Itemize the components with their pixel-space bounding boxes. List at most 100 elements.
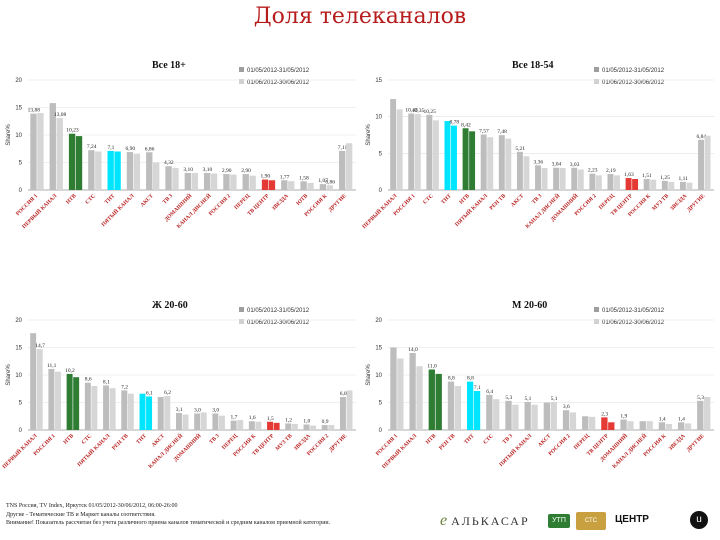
bar: [473, 390, 481, 430]
bar: [95, 151, 102, 190]
bar: [36, 349, 43, 430]
x-tick-label: ТВ 3: [531, 193, 544, 206]
y-tick-label: 0: [379, 428, 383, 434]
bar: [550, 401, 557, 430]
bar: [643, 178, 650, 190]
data-label: 7,1: [474, 385, 481, 391]
bar: [75, 136, 83, 190]
x-tick-label: АКСТ: [510, 193, 525, 208]
data-label: 0,9: [322, 419, 329, 425]
data-label: 3,03: [570, 162, 580, 168]
y-tick-label: 15: [15, 346, 22, 352]
bar: [432, 120, 439, 190]
bar: [37, 113, 44, 190]
data-label: 8,1: [103, 379, 110, 385]
bar: [487, 137, 494, 190]
data-label: 1,63: [624, 172, 634, 178]
footnote-line: TNS Россия, TV Index, Иркутск 01/05/2012…: [6, 503, 178, 509]
bar: [212, 413, 219, 430]
bar: [223, 174, 230, 190]
bar: [595, 175, 602, 190]
bar: [562, 410, 570, 430]
bar: [139, 393, 146, 430]
bar: [249, 175, 256, 190]
x-tick-label: ПЕРВЫЙ КАНАЛ: [362, 192, 398, 230]
data-label: 10,2: [65, 368, 75, 374]
legend-label: 01/05/2012-31/05/2012: [602, 68, 665, 74]
bar: [686, 182, 693, 190]
bar: [390, 347, 397, 430]
x-tick-label: ТНТ: [135, 433, 148, 446]
bar: [447, 381, 455, 430]
x-tick-label: ДРУГИЕ: [686, 193, 706, 213]
bar: [462, 128, 469, 190]
bar: [319, 184, 327, 190]
x-tick-label: ДРУГИЕ: [328, 433, 348, 453]
data-label: 8,6: [85, 377, 92, 383]
bar: [68, 133, 76, 190]
bar: [444, 121, 451, 190]
bar: [414, 114, 421, 190]
x-tick-label: ПЯТЫЙ КАНАЛ: [453, 192, 489, 228]
bar: [339, 397, 346, 430]
bar: [646, 421, 653, 430]
bar: [408, 113, 415, 190]
bar: [523, 156, 530, 190]
bar: [582, 416, 589, 430]
data-label: 1,25: [660, 175, 670, 181]
footnote-line: Внимание! Показатель рассчитан без учета…: [6, 520, 331, 526]
sponsor-logo-1: УТП: [548, 514, 570, 528]
x-tick-label: НТВ: [425, 433, 438, 446]
bar: [91, 386, 98, 430]
data-label: 8,42: [461, 122, 471, 128]
bar: [661, 180, 668, 190]
bar: [54, 371, 61, 430]
data-label: 3,36: [534, 159, 544, 165]
bar: [133, 153, 141, 190]
legend-label: 01/06/2012-30/06/2012: [247, 80, 310, 86]
bar: [345, 143, 353, 190]
data-label: 8,78: [449, 120, 459, 126]
x-tick-label: СТС: [81, 433, 93, 445]
bar: [650, 179, 657, 190]
data-label: 3,04: [552, 162, 562, 168]
bar: [677, 422, 685, 430]
x-tick-label: НТВ: [458, 193, 471, 206]
bar: [607, 173, 614, 190]
bar: [303, 424, 310, 430]
x-tick-label: ПЯТЫЙ КАНАЛ: [75, 432, 111, 468]
bar: [165, 166, 172, 190]
x-tick-label: АКСТ: [140, 193, 155, 208]
x-tick-label: ТВ 3: [502, 433, 515, 446]
data-label: 7,1: [108, 145, 115, 151]
x-tick-label: ТНТ: [463, 433, 476, 446]
x-tick-label: ДРУГИЕ: [328, 193, 348, 213]
bar: [346, 390, 353, 430]
bar: [416, 366, 423, 430]
bar: [697, 400, 704, 430]
data-label: 14,0: [408, 347, 418, 353]
bar: [285, 423, 292, 430]
x-tick-label: ТНТ: [440, 193, 453, 206]
footnote: TNS Россия, TV Index, Иркутск 01/05/2012…: [6, 502, 426, 528]
data-label: 5,3: [697, 395, 704, 401]
data-label: 2,3: [601, 411, 608, 417]
bar: [454, 386, 462, 430]
x-tick-label: КАНАЛ ДИСНЕЙ: [175, 191, 214, 230]
bar: [291, 423, 298, 430]
legend-label: 01/05/2012-31/05/2012: [602, 308, 665, 314]
bar: [639, 421, 646, 430]
x-tick-label: ТВ 3: [208, 433, 221, 446]
bar: [321, 425, 328, 430]
data-label: 3,10: [203, 167, 213, 173]
bar: [469, 131, 476, 190]
bar: [146, 396, 153, 430]
bar: [107, 150, 114, 190]
bar: [66, 373, 73, 430]
x-tick-label: ДРУГИЕ: [686, 433, 706, 453]
bar: [426, 114, 433, 190]
data-label: 1,5: [267, 416, 274, 422]
data-label: 4,32: [164, 160, 174, 166]
x-tick-label: ЮТВ: [295, 193, 309, 207]
bar: [704, 135, 711, 190]
